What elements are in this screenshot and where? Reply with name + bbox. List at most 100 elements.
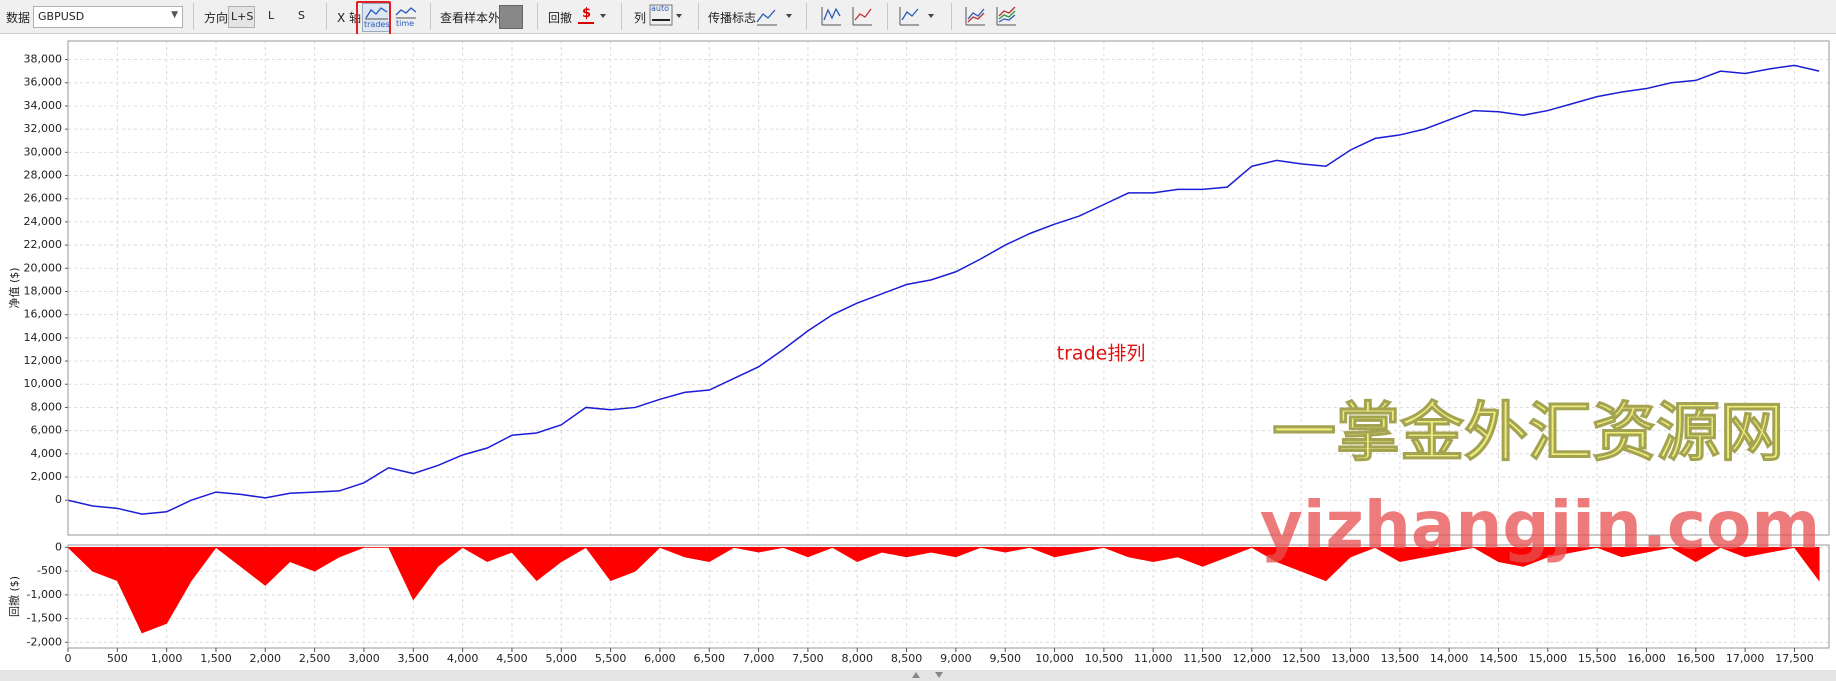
x-tick-label: 17,000 bbox=[1726, 652, 1765, 665]
x-tick-label: 6,500 bbox=[694, 652, 726, 665]
columns-button[interactable]: auto bbox=[648, 4, 686, 29]
toolbar: 数据 GBPUSD ▼ 方向 L+S L S X 轴 trades time 查… bbox=[0, 0, 1836, 43]
x-tick-label: 13,500 bbox=[1381, 652, 1420, 665]
direction-option[interactable]: S bbox=[298, 9, 305, 22]
x-tick-label: 7,000 bbox=[743, 652, 775, 665]
drawdown-area bbox=[68, 546, 1820, 634]
x-tick-label: 500 bbox=[107, 652, 128, 665]
y-tick-label: 12,000 bbox=[24, 354, 63, 367]
x-tick-label: 10,000 bbox=[1035, 652, 1074, 665]
y-tick-label: 6,000 bbox=[31, 424, 63, 437]
plot-frame bbox=[67, 544, 1830, 649]
chart-area: 0 2,000 4,000 6,000 8,000 10,000 12,000 14,000 1… bbox=[0, 34, 1836, 681]
y-tick-label: 24,000 bbox=[24, 215, 63, 228]
y-tick-label: -500 bbox=[37, 564, 62, 577]
y-tick-label: 0 bbox=[55, 540, 62, 553]
chart-icon[interactable] bbox=[963, 4, 987, 29]
separator bbox=[621, 3, 622, 30]
separator bbox=[537, 3, 538, 30]
annotation: trade排列 bbox=[1057, 343, 1146, 365]
y-tick-label: 38,000 bbox=[24, 53, 63, 66]
x-tick-label: 1,000 bbox=[151, 652, 183, 665]
separator bbox=[698, 3, 699, 30]
drawdown-unit: $ bbox=[582, 6, 592, 21]
x-tick-label: 16,500 bbox=[1677, 652, 1716, 665]
data-label: 数据 bbox=[6, 11, 31, 25]
y-tick-label: 14,000 bbox=[24, 331, 63, 344]
columns-option: auto bbox=[651, 4, 670, 13]
x-tick-label: 11,500 bbox=[1183, 652, 1222, 665]
y-tick-label: 28,000 bbox=[24, 169, 63, 182]
columns-label: 列 bbox=[634, 11, 647, 25]
x-tick-label: 2,500 bbox=[299, 652, 331, 665]
x-tick-label: 8,000 bbox=[841, 652, 873, 665]
x-tick-label: 15,000 bbox=[1529, 652, 1568, 665]
x-tick-label: 6,000 bbox=[644, 652, 676, 665]
direction-option: L+S bbox=[231, 10, 254, 23]
x-tick-label: 11,000 bbox=[1134, 652, 1173, 665]
y-tick-label: 26,000 bbox=[24, 192, 63, 205]
x-tick-label: 7,500 bbox=[792, 652, 824, 665]
x-tick-label: 0 bbox=[65, 652, 72, 665]
x-axis-label: X 轴 bbox=[337, 11, 362, 25]
x-tick-label: 12,500 bbox=[1282, 652, 1321, 665]
y-tick-label: 32,000 bbox=[24, 122, 63, 135]
y-tick-label: 34,000 bbox=[24, 99, 63, 112]
y-tick-label: 0 bbox=[55, 493, 62, 506]
drawdown-unit-button[interactable]: $ bbox=[574, 4, 610, 29]
x-tick-label: 15,500 bbox=[1578, 652, 1617, 665]
chart-icon[interactable] bbox=[994, 4, 1018, 29]
drawdown-label: 回撤 bbox=[548, 11, 573, 25]
trades-text: trades bbox=[364, 20, 390, 29]
time-button[interactable]: time bbox=[394, 3, 418, 30]
x-tick-label: 10,500 bbox=[1085, 652, 1124, 665]
x-tick-label: 14,000 bbox=[1430, 652, 1469, 665]
chart-icon[interactable] bbox=[850, 4, 874, 29]
separator bbox=[887, 3, 888, 30]
chart-icon[interactable] bbox=[897, 4, 939, 29]
y-axis-label: 回撤 ($) bbox=[7, 576, 21, 617]
x-tick-label: 3,500 bbox=[398, 652, 430, 665]
x-tick-label: 13,000 bbox=[1331, 652, 1370, 665]
direction-button[interactable]: L+S bbox=[228, 6, 255, 28]
y-tick-label: 10,000 bbox=[24, 377, 63, 390]
x-tick-label: 4,000 bbox=[447, 652, 479, 665]
splitter-arrows[interactable] bbox=[912, 672, 943, 678]
y-tick-label: 22,000 bbox=[24, 238, 63, 251]
dropdown-arrow: ▼ bbox=[171, 10, 178, 20]
y-tick-label: -2,000 bbox=[27, 635, 62, 648]
y-tick-label: 30,000 bbox=[24, 145, 63, 158]
x-tick-label: 9,500 bbox=[989, 652, 1021, 665]
spread-icon[interactable] bbox=[755, 4, 797, 29]
out-of-sample-label: 查看样本外 bbox=[440, 11, 501, 25]
y-tick-label: 20,000 bbox=[24, 261, 63, 274]
y-tick-label: 16,000 bbox=[24, 308, 63, 321]
direction-option[interactable]: L bbox=[268, 9, 275, 22]
time-text: time bbox=[396, 19, 415, 28]
x-tick-label: 5,500 bbox=[595, 652, 627, 665]
y-tick-label: 36,000 bbox=[24, 76, 63, 89]
time-icon bbox=[395, 7, 417, 19]
x-tick-label: 9,000 bbox=[940, 652, 972, 665]
drawdown-icon bbox=[578, 14, 606, 24]
background bbox=[0, 34, 1836, 681]
y-tick-label: 18,000 bbox=[24, 284, 63, 297]
watermark: 一掌金外汇资源网 bbox=[1272, 397, 1784, 471]
plot-frame bbox=[67, 40, 1830, 536]
separator bbox=[326, 3, 327, 30]
y-tick-label: 2,000 bbox=[31, 470, 63, 483]
y-tick-label: -1,000 bbox=[27, 588, 62, 601]
x-tick-label: 8,500 bbox=[891, 652, 923, 665]
separator bbox=[806, 3, 807, 30]
y-axis-label: 净值 ($) bbox=[7, 267, 21, 308]
y-tick-label: -1,500 bbox=[27, 612, 62, 625]
x-tick-label: 5,000 bbox=[546, 652, 578, 665]
separator bbox=[951, 3, 952, 30]
x-tick-label: 14,500 bbox=[1479, 652, 1518, 665]
chart-icon[interactable] bbox=[819, 4, 843, 29]
out-of-sample-toggle[interactable] bbox=[499, 5, 523, 29]
symbol-select[interactable]: GBPUSD ▼ bbox=[33, 6, 183, 28]
x-tick-label: 4,500 bbox=[496, 652, 528, 665]
x-tick-label: 2,000 bbox=[250, 652, 282, 665]
